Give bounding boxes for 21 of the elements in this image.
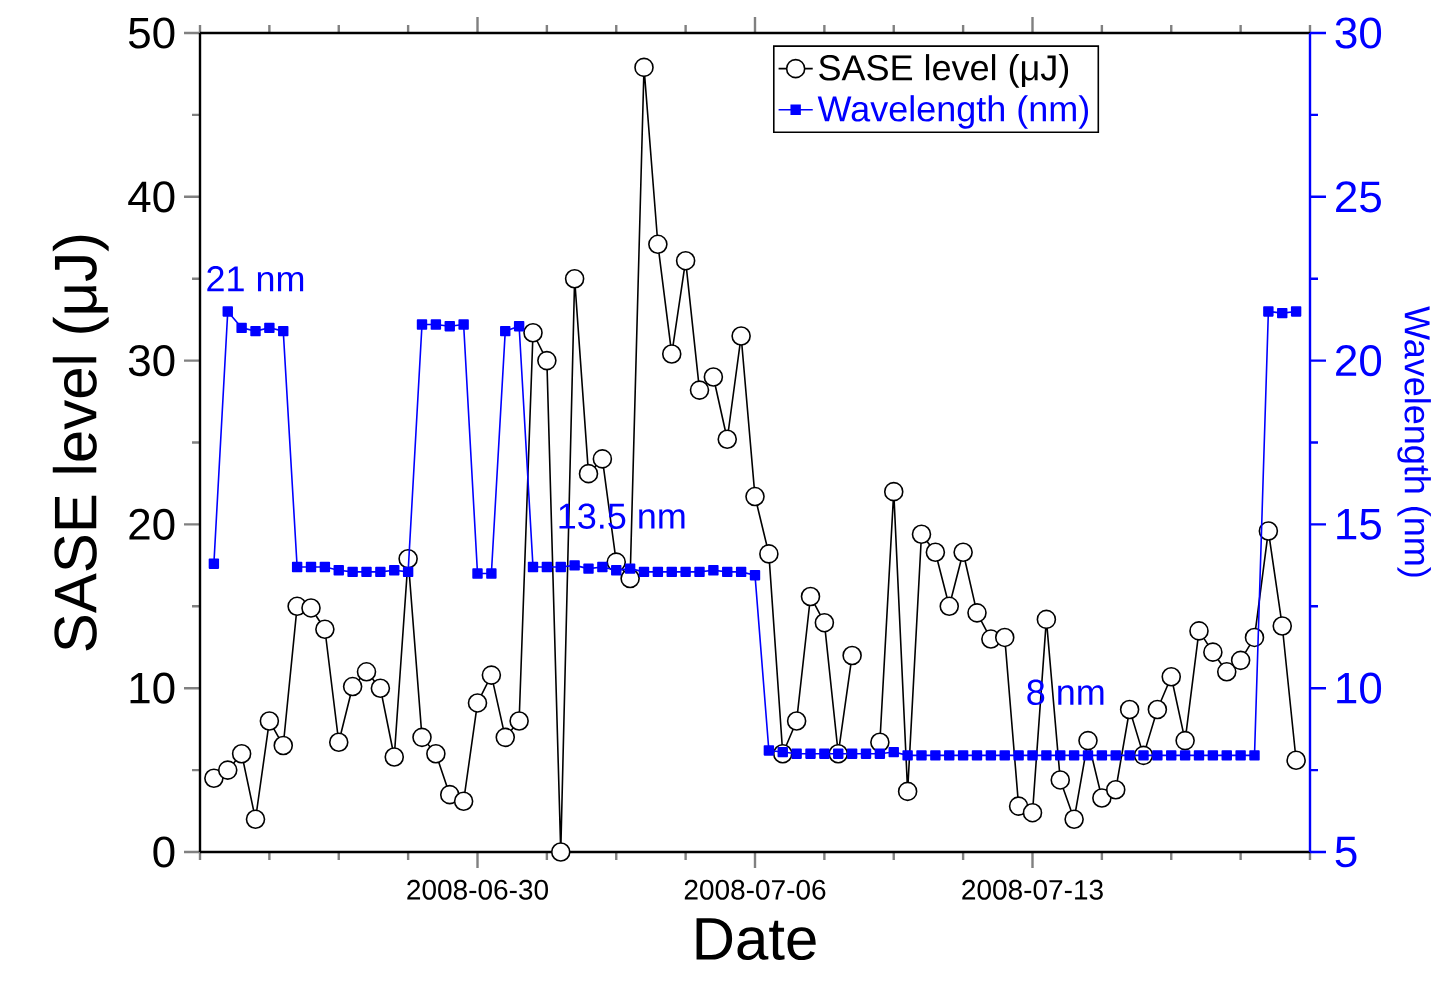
y-axis-title: SASE level (μJ) [52, 235, 109, 651]
y2-tick-label: 25 [1336, 181, 1381, 213]
legend-label: Wavelength (nm) [817, 95, 1088, 129]
y-tick-label: 30 [128, 345, 175, 377]
y2-axis-title: Wavelength (nm) [1397, 306, 1431, 577]
x-axis-title: Date [696, 918, 816, 961]
y2-tick-label: 20 [1336, 345, 1382, 377]
y2-tick-label: 10 [1337, 672, 1382, 704]
y2-tick-label: 15 [1337, 509, 1381, 540]
y-tick-label: 0 [153, 836, 175, 868]
y-tick-label: 20 [129, 508, 175, 540]
x-tick-label: 2008-07-06 [684, 879, 826, 900]
x-tick-label: 2008-07-13 [962, 879, 1103, 900]
x-tick-label: 2008-06-30 [407, 879, 548, 900]
y-tick-label: 10 [130, 672, 175, 704]
y2-tick-label: 30 [1335, 17, 1382, 49]
y-tick-label: 50 [128, 17, 175, 49]
y2-tick-label: 5 [1335, 836, 1357, 868]
y-tick-label: 40 [128, 181, 175, 213]
annotation: 21 nm [207, 266, 304, 292]
legend-label: SASE level (μJ) [819, 54, 1069, 88]
